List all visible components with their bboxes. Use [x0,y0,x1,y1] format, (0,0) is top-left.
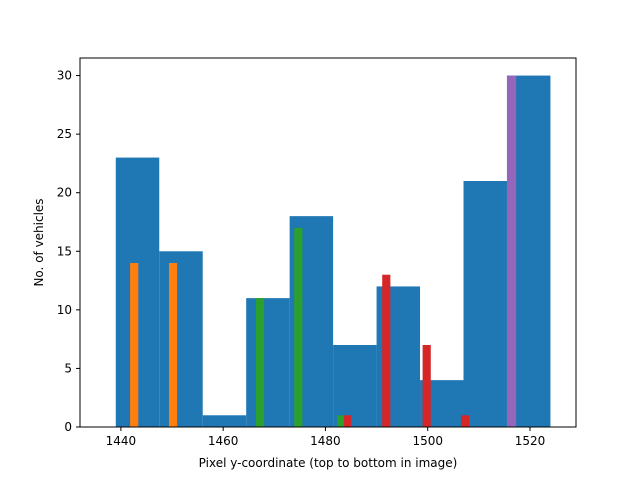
series-1-bar-2 [337,415,344,427]
x-tick-label: 1440 [106,434,137,448]
series-bars [130,75,517,428]
y-tick-label: 20 [57,186,72,200]
y-tick-label: 10 [57,303,72,317]
series-3-bar-0 [506,75,517,428]
series-1-bar-1 [294,227,303,427]
histogram-bars [115,75,551,428]
y-tick-label: 5 [64,361,72,375]
series-1-bar-0 [255,298,265,427]
x-axis-label: Pixel y-coordinate (top to bottom in ima… [199,456,458,470]
series-2-bar-1 [382,274,391,427]
series-2-bar-0 [343,415,352,427]
histogram-bar-2 [202,415,247,427]
y-tick-label: 25 [57,127,72,141]
series-2-bar-2 [422,345,431,427]
y-tick-label: 15 [57,244,72,258]
histogram-bar-1 [159,251,203,427]
histogram-bar-3 [246,298,290,427]
plot-area [115,75,551,428]
y-axis-label: No. of vehicles [32,198,46,286]
x-axis-ticks: 1440 1460 1480 1500 1520 [106,427,546,448]
series-2-bar-3 [460,415,470,427]
series-0-bar-0 [130,263,139,427]
y-axis-ticks: 0 5 10 15 20 25 30 [57,69,80,434]
y-tick-label: 30 [57,69,72,83]
axes-frame [79,57,577,428]
histogram-bar-8 [463,181,507,427]
x-tick-label: 1500 [412,434,443,448]
x-tick-label: 1520 [515,434,546,448]
x-tick-label: 1460 [208,434,239,448]
x-tick-label: 1480 [310,434,341,448]
series-0-bar-1 [168,263,178,427]
y-tick-label: 0 [64,420,72,434]
histogram-bar-5 [333,345,377,427]
